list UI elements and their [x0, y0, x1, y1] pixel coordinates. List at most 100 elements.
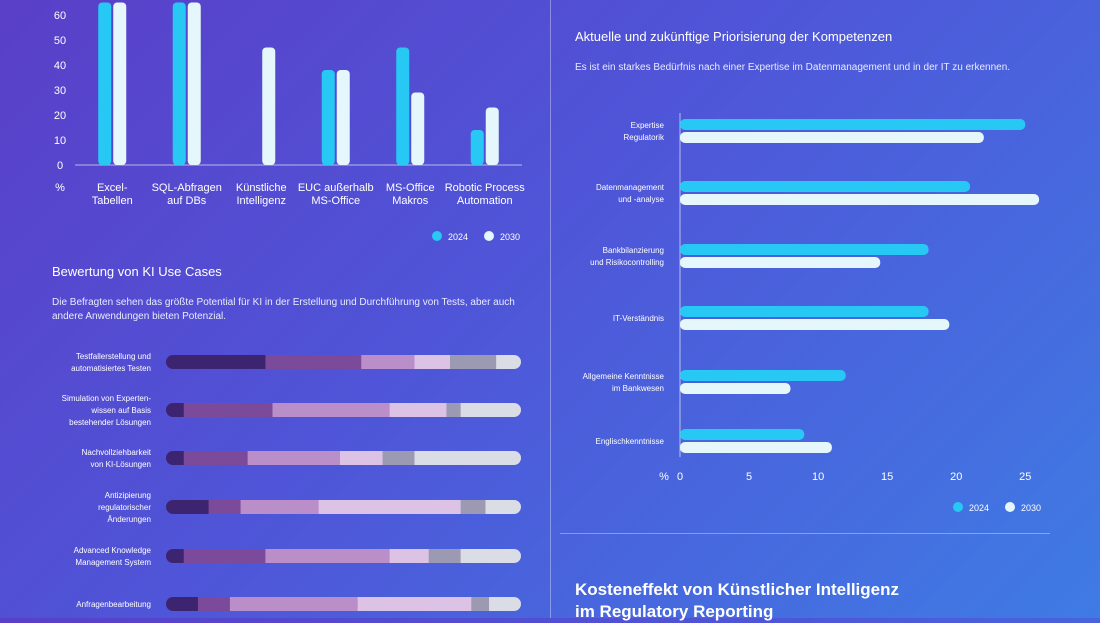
stacked-segment: [446, 403, 462, 417]
bar-2024: [680, 119, 1026, 130]
stacked-row: [166, 403, 521, 417]
use-case-label: Anfragenbearbeitung: [76, 600, 151, 609]
bar-2030: [262, 47, 276, 165]
cost-effect-heading: Kosteneffekt von Künstlicher Intelligenz…: [575, 579, 899, 623]
stacked-segment: [272, 403, 391, 417]
y-tick-label: 20: [54, 110, 66, 122]
bar-2024: [680, 306, 929, 317]
stacked-row: [166, 451, 521, 465]
stacked-segment: [496, 355, 521, 369]
stacked-segment: [183, 451, 249, 465]
y-tick-label: 30: [54, 85, 66, 97]
stacked-segment: [229, 597, 359, 611]
y-category-label: Bankbilanzierung und Risikocontrolling: [590, 246, 664, 267]
tool-usage-legend: 2024 2030: [432, 231, 520, 242]
legend-label-2024: 2024: [448, 232, 468, 242]
stacked-row: [166, 355, 521, 369]
x-category-label: Excel-Tabellen: [92, 182, 133, 207]
legend-dot-2030: [1005, 502, 1015, 512]
bar-2024: [680, 429, 805, 440]
stacked-segment: [240, 500, 320, 514]
stacked-segment: [166, 500, 210, 514]
bar-2030: [680, 319, 950, 330]
stacked-row: [166, 549, 521, 563]
x-category-label: SQL-Abfragen auf DBs: [152, 182, 222, 207]
bar-2030: [680, 132, 984, 143]
bar-2030: [187, 2, 201, 165]
x-category-label: EUC außerhalb MS-Office: [298, 182, 374, 207]
bar-2024: [680, 244, 929, 255]
bar-2030: [411, 92, 425, 165]
stacked-row: [166, 500, 521, 514]
y-category-label: Allgemeine Kenntnisse im Bankwesen: [583, 372, 665, 393]
competence-chart-subtitle: Es ist ein starkes Bedürfnis nach einer …: [575, 62, 1011, 73]
y-category-label: Englischkenntnisse: [596, 437, 665, 446]
x-category-label: Robotic Process Automation: [445, 182, 526, 207]
bar-2024: [321, 70, 335, 165]
use-case-label: Simulation von Experten-wissen auf Basis…: [62, 394, 152, 427]
bar-2030: [113, 2, 127, 165]
cost-effect-heading-line1: Kosteneffekt von Künstlicher Intelligenz: [575, 580, 899, 599]
stacked-segment: [460, 500, 486, 514]
ki-usecases-title: Bewertung von KI Use Cases: [52, 264, 222, 279]
stacked-segment: [208, 500, 242, 514]
legend-dot-2024: [432, 231, 442, 241]
x-tick-label: 15: [881, 471, 893, 483]
stacked-segment: [247, 451, 341, 465]
stacked-segment: [183, 549, 266, 563]
stacked-segment: [485, 500, 521, 514]
stacked-segment: [489, 597, 521, 611]
bar-2024: [680, 181, 971, 192]
y-category-label: Datenmanagement und -analyse: [596, 183, 665, 204]
stacked-segment: [166, 597, 199, 611]
legend-label-2030: 2030: [1021, 503, 1041, 513]
y-tick-label: 40: [54, 60, 66, 72]
section-divider: [560, 533, 1050, 534]
bar-2024: [172, 2, 186, 165]
stacked-segment: [414, 355, 451, 369]
legend-label-2030: 2030: [500, 232, 520, 242]
stacked-segment: [389, 403, 447, 417]
stacked-segment: [166, 451, 185, 465]
stacked-segment: [389, 549, 430, 563]
bar-2024: [396, 47, 410, 165]
use-case-label: Testfallerstellung und automatisiertes Te…: [71, 352, 151, 373]
stacked-segment: [265, 549, 391, 563]
x-unit-label: %: [659, 471, 669, 483]
x-tick-label: 5: [746, 471, 752, 483]
stacked-segment: [450, 355, 497, 369]
ki-usecases-subtitle: Die Befragten sehen das größte Potential…: [52, 297, 515, 322]
x-category-label: MS-Office Makros: [386, 182, 435, 207]
stacked-segment: [471, 597, 490, 611]
x-tick-label: 20: [950, 471, 962, 483]
stacked-segment: [166, 549, 185, 563]
y-category-label: IT-Verständnis: [613, 314, 664, 323]
ki-usecases-chart: Testfallerstellung und automatisiertes Te…: [62, 352, 521, 611]
use-case-label: Nachvollziehbarkeit von KI-Lösungen: [82, 448, 152, 469]
use-case-label: Advanced Knowledge Management System: [74, 546, 152, 567]
x-tick-label: 0: [677, 471, 683, 483]
stacked-segment: [382, 451, 415, 465]
x-category-label: Künstliche Intelligenz: [236, 182, 287, 207]
y-tick-label: 0: [57, 160, 63, 172]
legend-label-2024: 2024: [969, 503, 989, 513]
cost-effect-heading-line2: im Regulatory Reporting: [575, 602, 774, 621]
competence-chart-title: Aktuelle und zukünftige Priorisierung de…: [575, 29, 893, 44]
stacked-segment: [318, 500, 462, 514]
stacked-segment: [339, 451, 384, 465]
bar-2024: [98, 2, 112, 165]
stacked-segment: [414, 451, 521, 465]
y-unit-label: %: [55, 182, 65, 194]
bar-2030: [680, 442, 832, 453]
bar-2030: [680, 257, 881, 268]
legend-dot-2024: [953, 502, 963, 512]
tool-usage-chart: 0 10 20 30 40 50 60% Excel-Tabellen SQL-Abfragen…: [54, 2, 526, 207]
stacked-row: [166, 597, 521, 611]
y-category-label: Expertise Regulatorik: [624, 121, 665, 142]
stacked-segment: [361, 355, 415, 369]
stacked-segment: [166, 403, 185, 417]
y-tick-label: 50: [54, 35, 66, 47]
bar-2030: [485, 107, 499, 165]
bar-2030: [680, 383, 791, 394]
stacked-segment: [197, 597, 231, 611]
